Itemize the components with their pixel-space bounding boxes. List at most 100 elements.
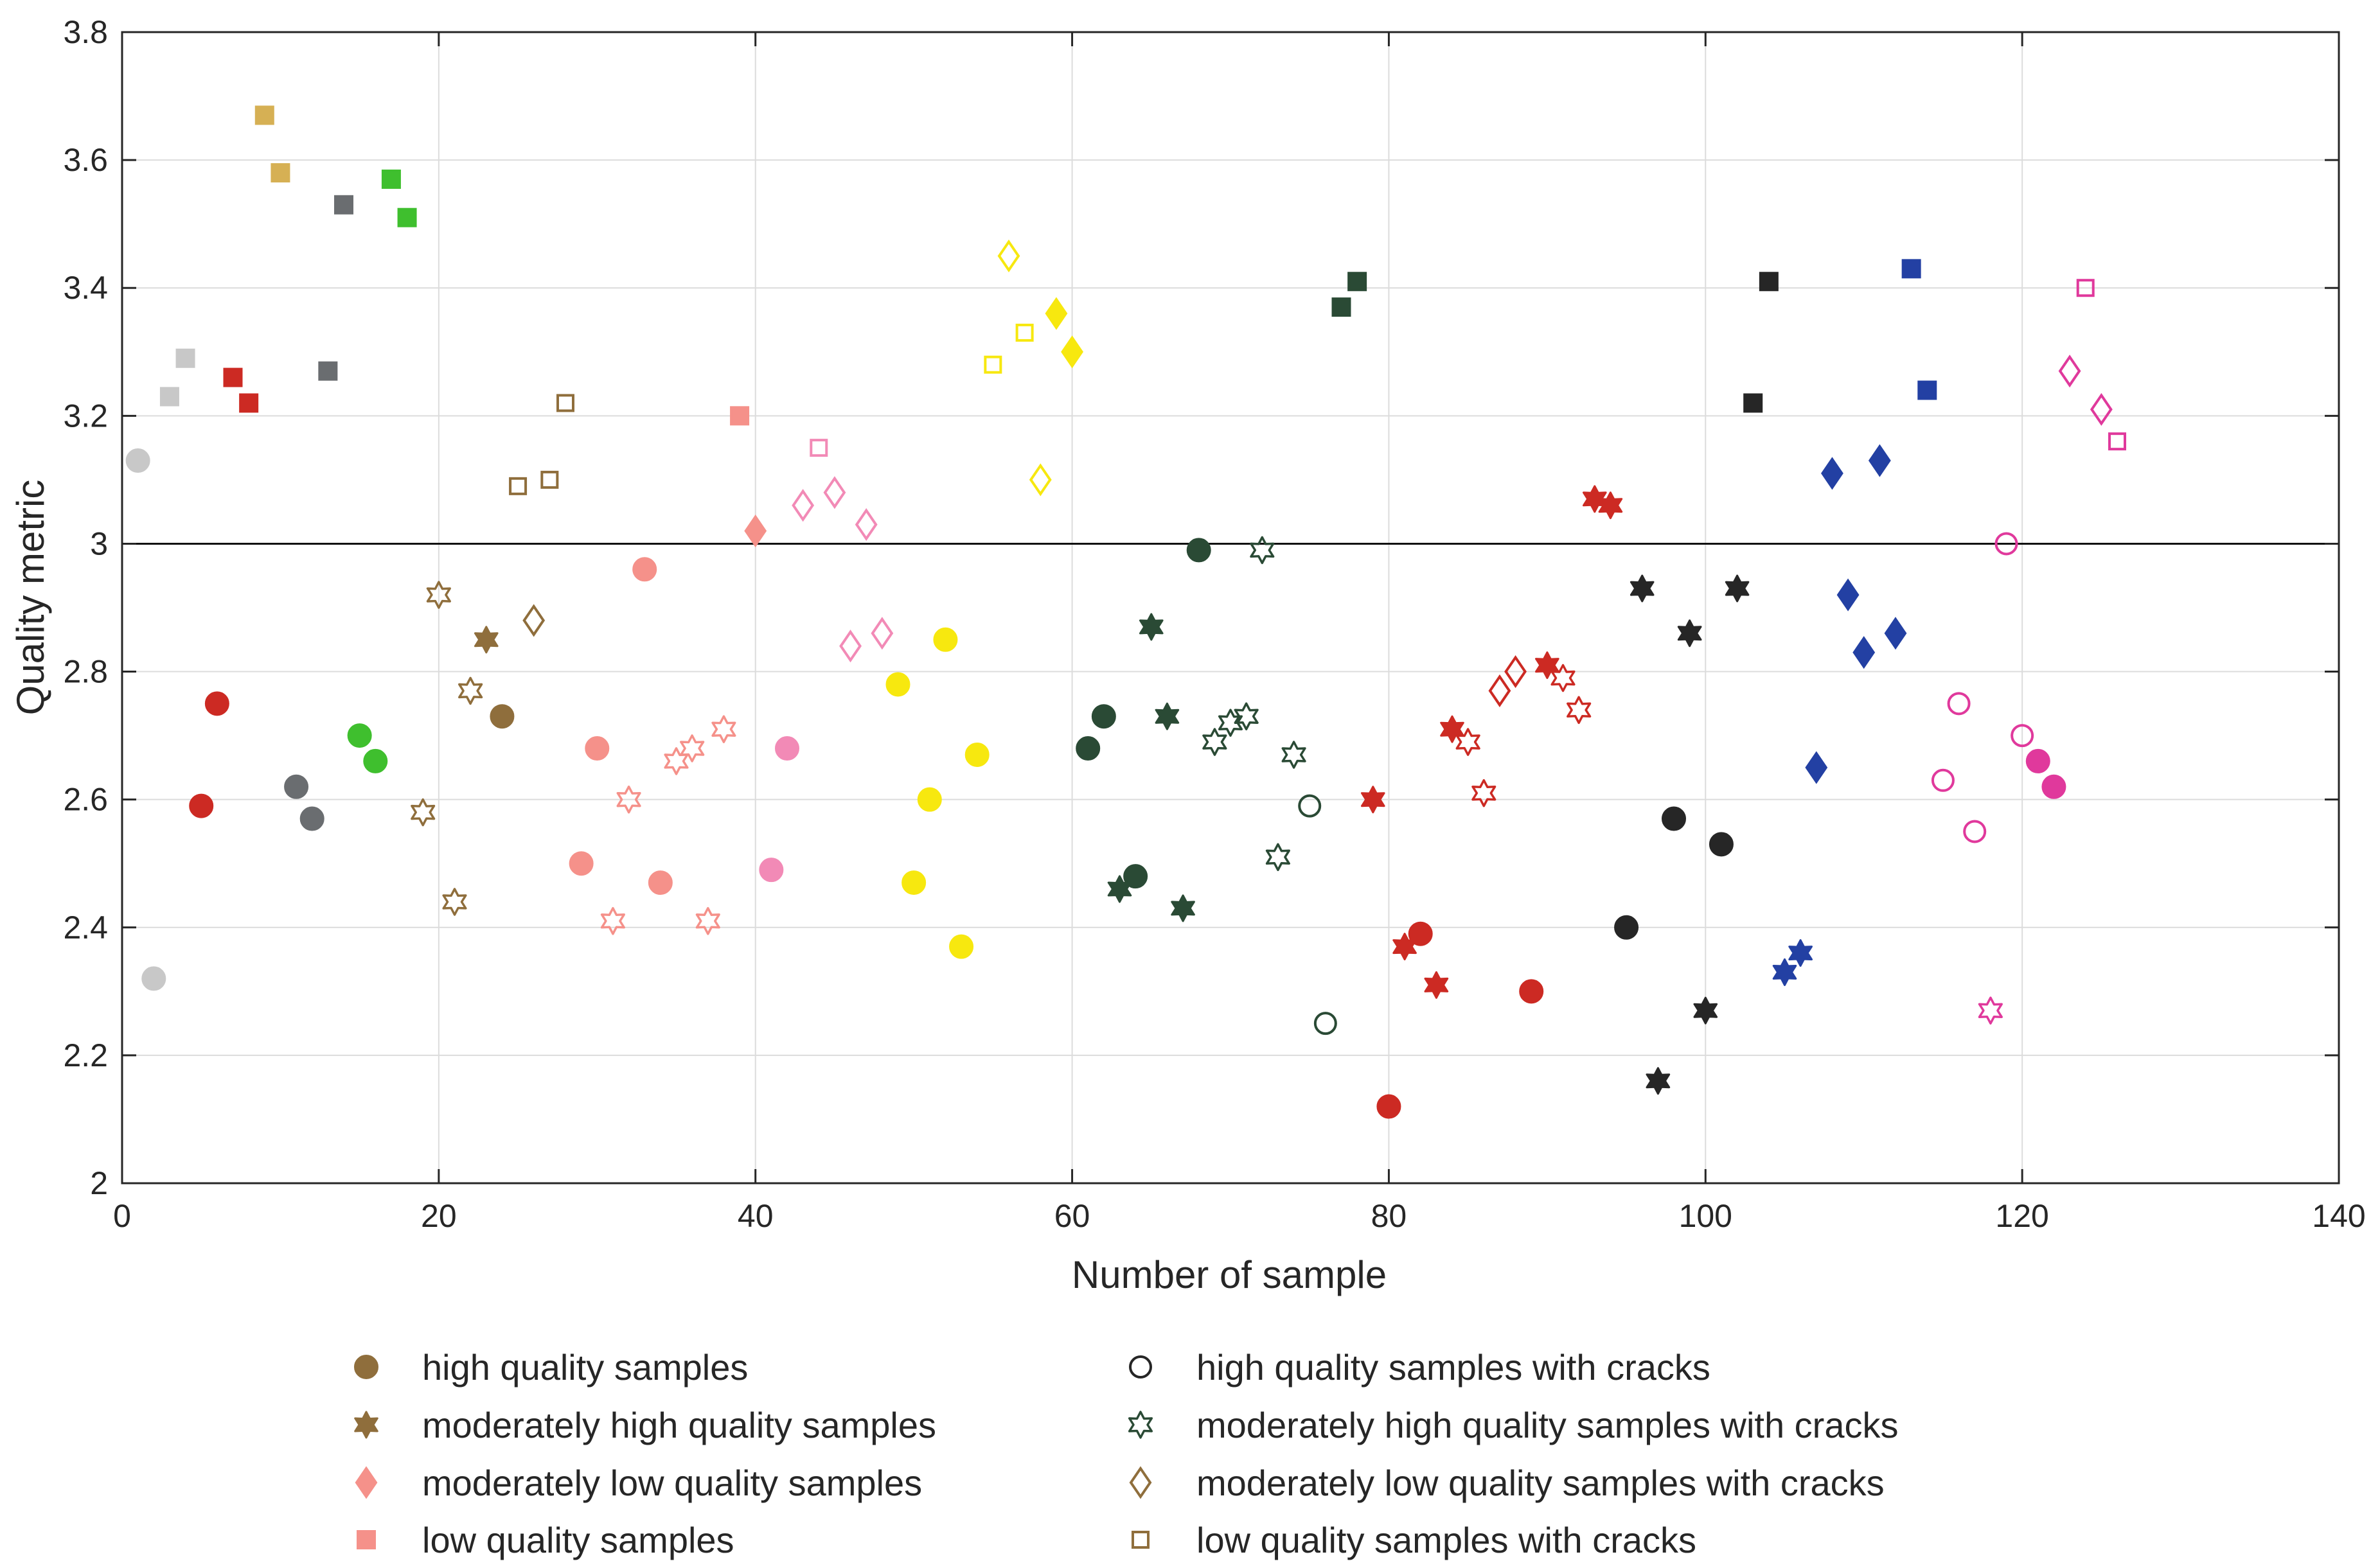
data-point bbox=[1677, 619, 1702, 647]
data-point bbox=[1709, 832, 1734, 857]
data-point bbox=[397, 207, 417, 227]
data-point bbox=[1424, 971, 1449, 999]
legend-label: low quality samples with cracks bbox=[1196, 1520, 1696, 1560]
data-point bbox=[1504, 655, 1527, 689]
data-point bbox=[1550, 664, 1576, 692]
plot-frame bbox=[121, 31, 2340, 1185]
data-point bbox=[1455, 728, 1480, 756]
y-tick-label: 3.6 bbox=[63, 142, 108, 178]
x-tick-label: 80 bbox=[1371, 1198, 1407, 1234]
data-point bbox=[204, 691, 229, 716]
data-point bbox=[695, 907, 720, 935]
y-tick-label: 2.2 bbox=[63, 1037, 108, 1073]
data-point bbox=[1298, 794, 1322, 818]
legend-marker bbox=[1128, 1411, 1153, 1439]
data-point bbox=[254, 105, 274, 125]
data-point bbox=[1821, 457, 1843, 490]
legend-label: moderately high quality samples with cra… bbox=[1196, 1405, 1898, 1445]
data-point bbox=[1901, 259, 1921, 279]
y-tick-label: 2.6 bbox=[63, 782, 108, 818]
data-point bbox=[458, 676, 483, 705]
data-point bbox=[347, 723, 372, 748]
data-point bbox=[759, 858, 784, 883]
x-tick-label: 100 bbox=[1679, 1198, 1732, 1234]
data-point bbox=[2041, 774, 2066, 799]
data-point bbox=[1519, 979, 1544, 1004]
data-point bbox=[600, 907, 625, 935]
data-point bbox=[1234, 702, 1259, 730]
y-tick-label: 2 bbox=[90, 1165, 108, 1201]
legend: high quality samples moderately high qual… bbox=[354, 1347, 1898, 1560]
legend-marker bbox=[355, 1466, 378, 1499]
data-point bbox=[1123, 864, 1148, 889]
data-point bbox=[1805, 751, 1828, 784]
legend-item: high quality samples with cracks bbox=[1129, 1347, 1710, 1387]
data-point bbox=[1725, 574, 1750, 603]
data-point bbox=[1788, 939, 1813, 967]
data-point bbox=[648, 870, 673, 895]
data-point bbox=[1693, 996, 1718, 1025]
data-point bbox=[1662, 806, 1686, 831]
data-point bbox=[223, 367, 243, 387]
data-point bbox=[1567, 696, 1592, 725]
data-point bbox=[1250, 536, 1275, 565]
data-point bbox=[159, 387, 179, 407]
x-tick-label: 120 bbox=[1995, 1198, 2048, 1234]
legend-label: low quality samples bbox=[422, 1520, 734, 1560]
data-point bbox=[426, 581, 451, 609]
data-point bbox=[839, 630, 862, 663]
data-point bbox=[885, 672, 910, 697]
data-point bbox=[474, 626, 499, 654]
data-point bbox=[556, 394, 574, 412]
legend-label: moderately high quality samples bbox=[422, 1405, 936, 1445]
data-point bbox=[2025, 748, 2050, 773]
data-point bbox=[792, 489, 815, 522]
y-tick-label: 3.2 bbox=[63, 398, 108, 434]
data-point bbox=[775, 736, 799, 761]
data-point bbox=[1408, 921, 1433, 946]
data-point bbox=[1852, 636, 1876, 669]
data-point bbox=[271, 163, 290, 183]
data-point bbox=[1045, 297, 1068, 330]
data-point bbox=[855, 508, 878, 542]
data-point bbox=[1868, 444, 1891, 477]
data-point bbox=[175, 348, 195, 368]
data-point bbox=[442, 888, 467, 916]
data-point bbox=[2058, 355, 2081, 388]
data-point bbox=[1076, 736, 1101, 761]
data-point bbox=[871, 617, 894, 650]
data-point bbox=[1029, 463, 1052, 497]
data-point bbox=[730, 406, 750, 426]
x-tick-label: 40 bbox=[738, 1198, 774, 1234]
data-point bbox=[125, 448, 150, 473]
data-points bbox=[125, 105, 2126, 1119]
data-point bbox=[1313, 1012, 1337, 1035]
legend-label: high quality samples with cracks bbox=[1196, 1347, 1710, 1387]
data-point bbox=[964, 742, 990, 767]
y-tick-label: 2.4 bbox=[63, 910, 108, 946]
data-point bbox=[299, 806, 324, 831]
legend-marker bbox=[1129, 1355, 1152, 1379]
data-point bbox=[1281, 741, 1306, 769]
data-point bbox=[1171, 894, 1195, 922]
x-tick-label: 60 bbox=[1054, 1198, 1090, 1234]
y-axis-label: Quality metric bbox=[9, 480, 52, 716]
y-tick-label: 3.4 bbox=[63, 270, 108, 306]
data-point bbox=[1347, 272, 1367, 292]
data-point bbox=[585, 736, 610, 761]
data-point bbox=[1772, 958, 1797, 986]
data-point bbox=[1331, 297, 1351, 317]
data-point bbox=[1614, 915, 1639, 940]
legend-item: moderately high quality samples with cra… bbox=[1128, 1405, 1898, 1445]
data-point bbox=[1743, 393, 1763, 413]
data-point bbox=[1884, 617, 1907, 650]
legend-item: moderately low quality samples bbox=[355, 1463, 922, 1503]
data-point bbox=[1535, 651, 1559, 680]
data-point bbox=[2108, 432, 2126, 451]
data-point bbox=[711, 715, 736, 743]
data-point bbox=[284, 774, 309, 799]
data-point bbox=[1836, 578, 1860, 612]
x-axis-label: Number of sample bbox=[1072, 1253, 1387, 1296]
